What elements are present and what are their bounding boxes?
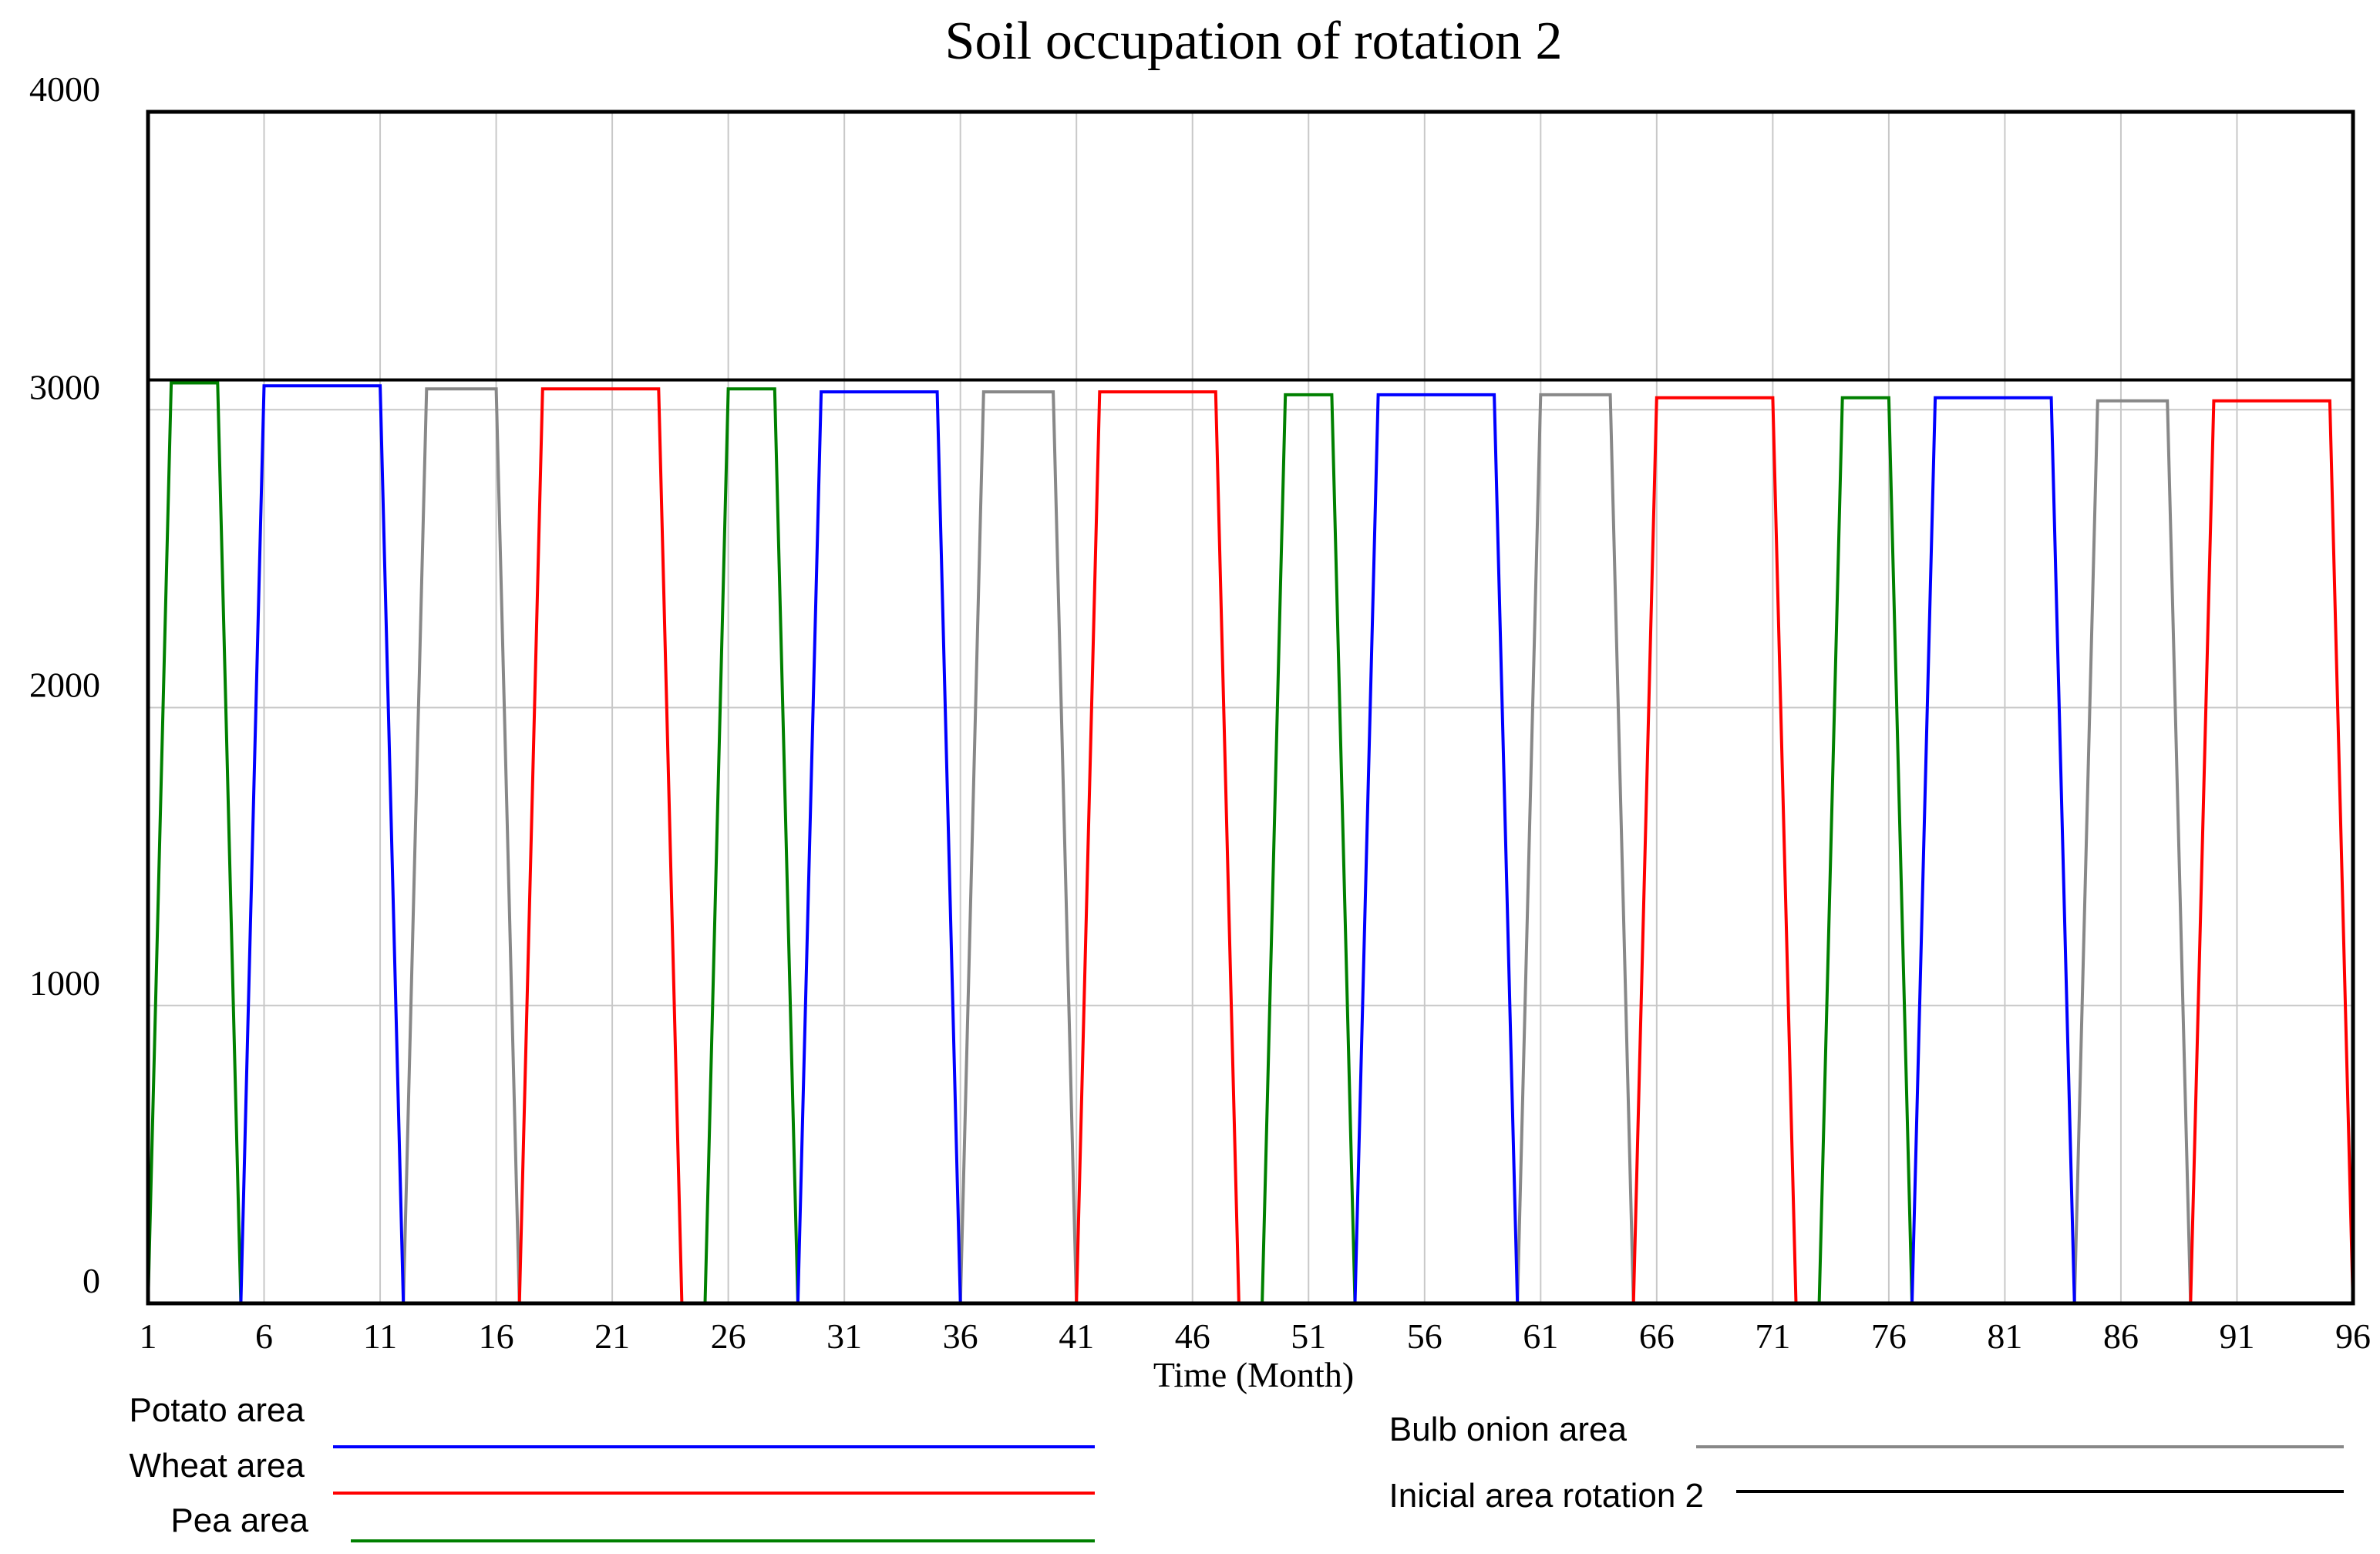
plot-frame — [146, 110, 2355, 1306]
y-tick-labels: 0 1000 2000 3000 4000 — [29, 69, 100, 1300]
x-tick-label: 81 — [1987, 1316, 2022, 1356]
series-layer — [146, 378, 2355, 1305]
x-tick-labels: 1 6 11 16 21 26 31 36 41 46 51 56 61 66 71 76 81 86 91 96 — [140, 1316, 2372, 1356]
x-tick-label: 31 — [826, 1316, 862, 1356]
y-tick-label: 3000 — [29, 367, 100, 406]
x-tick-label: 41 — [1059, 1316, 1094, 1356]
x-tick-label: 71 — [1755, 1316, 1790, 1356]
x-tick-label: 46 — [1175, 1316, 1210, 1356]
y-tick-label: 1000 — [29, 963, 100, 1003]
legend-label-wheat-area: Wheat area — [130, 1447, 305, 1485]
x-tick-label: 36 — [943, 1316, 978, 1356]
x-tick-label: 91 — [2219, 1316, 2254, 1356]
y-tick-label: 4000 — [29, 69, 100, 109]
x-tick-label: 86 — [2103, 1316, 2139, 1356]
x-tick-label: 56 — [1407, 1316, 1442, 1356]
x-tick-label: 1 — [140, 1316, 157, 1356]
x-tick-label: 16 — [479, 1316, 514, 1356]
x-tick-label: 96 — [2335, 1316, 2371, 1356]
x-tick-label: 66 — [1639, 1316, 1675, 1356]
x-tick-label: 76 — [1871, 1316, 1907, 1356]
x-tick-label: 11 — [363, 1316, 397, 1356]
legend-label-bulb-onion-area: Bulb onion area — [1389, 1411, 1628, 1448]
chart-title: Soil occupation of rotation 2 — [945, 12, 1563, 71]
x-tick-label: 6 — [255, 1316, 273, 1356]
y-tick-label: 0 — [82, 1261, 100, 1300]
x-axis-label: Time (Month) — [1153, 1355, 1354, 1394]
legend: Potato area Wheat area Pea area Bulb onion … — [130, 1391, 2344, 1542]
series-line-pea-area — [146, 381, 2353, 1305]
legend-label-pea-area: Pea area — [170, 1502, 308, 1539]
legend-label-potato-area: Potato area — [130, 1391, 305, 1429]
series-line-wheat-area — [148, 387, 2355, 1305]
x-tick-label: 21 — [594, 1316, 630, 1356]
x-tick-label: 61 — [1523, 1316, 1558, 1356]
grid — [148, 112, 2353, 1303]
y-tick-label: 2000 — [29, 666, 100, 705]
legend-label-inicial-area-rotation-2: Inicial area rotation 2 — [1389, 1477, 1704, 1515]
x-tick-label: 26 — [711, 1316, 746, 1356]
x-tick-label: 51 — [1291, 1316, 1326, 1356]
series-line-bulb-onion-area — [148, 387, 2353, 1305]
series-line-potato-area — [148, 384, 2353, 1305]
